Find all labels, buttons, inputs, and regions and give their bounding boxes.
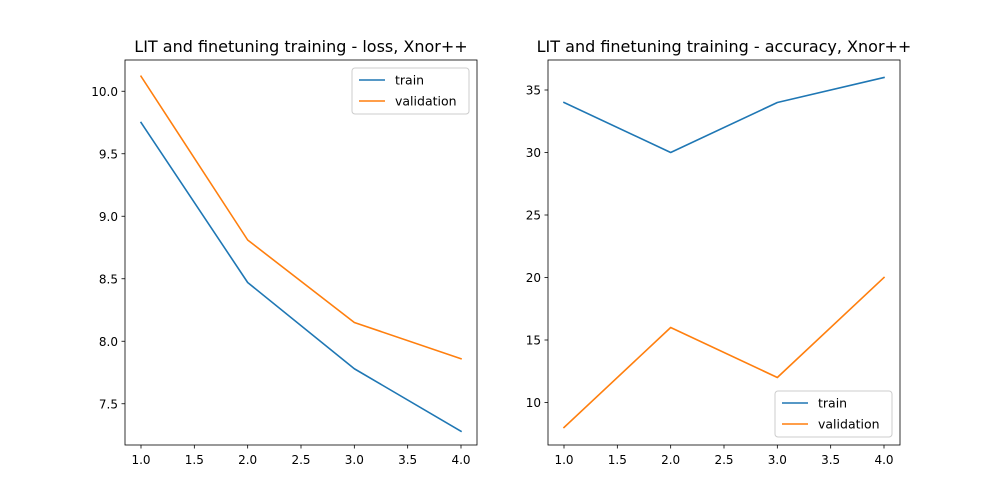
- legend: train validation: [351, 67, 470, 115]
- x-tick-label: 3.5: [398, 453, 417, 467]
- series-line-validation: [139, 75, 463, 360]
- legend-label-train: train: [395, 73, 424, 88]
- x-tick-label: 2.0: [238, 453, 257, 467]
- y-tick-label: 25: [526, 209, 541, 223]
- x-tick-label: 1.5: [608, 453, 627, 467]
- x-tick-label: 3.0: [345, 453, 364, 467]
- x-tick-label: 2.5: [291, 453, 310, 467]
- y-tick-label: 30: [526, 146, 541, 160]
- y-tick-label: 9.0: [99, 210, 118, 224]
- y-tick-label: 35: [526, 84, 541, 98]
- x-tick-label: 1.0: [554, 453, 573, 467]
- x-tick-label: 3.0: [768, 453, 787, 467]
- legend-label-train: train: [818, 396, 847, 411]
- x-tick-label: 4.0: [874, 453, 893, 467]
- legend-label-validation: validation: [818, 417, 880, 432]
- legend-label-validation: validation: [395, 94, 457, 109]
- legend: train validation: [774, 390, 893, 438]
- y-tick-label: 10.0: [91, 85, 118, 99]
- x-tick-label: 4.0: [451, 453, 470, 467]
- series-line-validation: [562, 276, 886, 429]
- plot-area-frame: [547, 59, 901, 446]
- y-tick-label: 7.5: [99, 397, 118, 411]
- y-tick-label: 8.0: [99, 335, 118, 349]
- plot-area-frame: [124, 59, 478, 446]
- x-tick-label: 3.5: [821, 453, 840, 467]
- series-line-train: [139, 121, 463, 433]
- x-tick-label: 1.5: [185, 453, 204, 467]
- chart-title: LIT and finetuning training - accuracy, …: [537, 37, 912, 56]
- x-tick-label: 2.0: [661, 453, 680, 467]
- series-line-train: [562, 76, 885, 154]
- chart-panel-2: LIT and finetuning training - accuracy, …: [526, 37, 912, 467]
- y-tick-label: 20: [526, 271, 541, 285]
- y-tick-label: 9.5: [99, 147, 118, 161]
- chart-title: LIT and finetuning training - loss, Xnor…: [134, 37, 467, 56]
- y-tick-label: 8.5: [99, 272, 118, 286]
- chart-panel-1: LIT and finetuning training - loss, Xnor…: [91, 37, 478, 467]
- x-tick-label: 2.5: [714, 453, 733, 467]
- y-tick-label: 15: [526, 334, 541, 348]
- x-tick-label: 1.0: [131, 453, 150, 467]
- y-tick-label: 10: [526, 396, 541, 410]
